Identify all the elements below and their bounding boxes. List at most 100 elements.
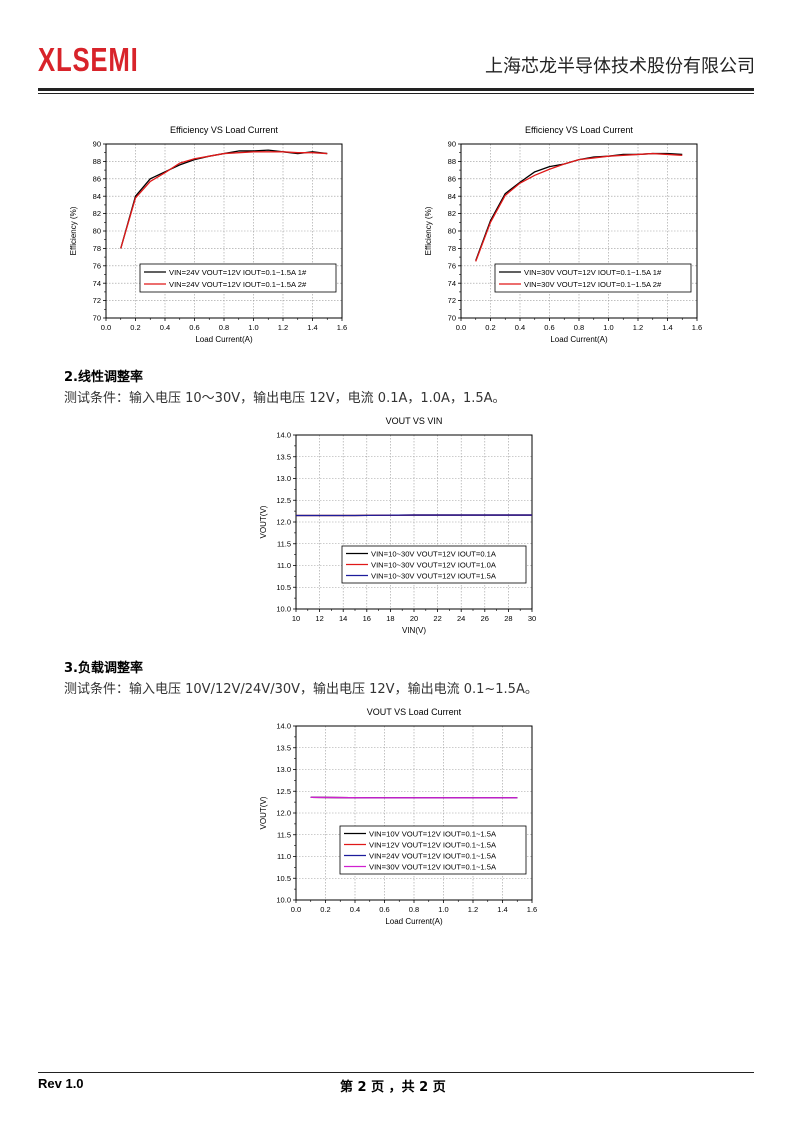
plot-frame [460,143,698,319]
x-tick-label: 0.4 [160,323,170,332]
legend-entry: VIN=30V VOUT=12V IOUT=0.1~1.5A 1# [524,268,662,277]
legend-box [139,263,337,293]
x-tick-label: 16 [363,614,371,623]
y-tick-label: 12.5 [276,787,291,796]
y-tick-label: 14.0 [276,431,291,440]
y-tick-label: 11.5 [277,539,291,548]
legend-entry: VIN=10V VOUT=12V IOUT=0.1~1.5A [369,829,497,838]
plot-frame [295,434,533,610]
x-tick-label: 28 [504,614,512,623]
y-tick-label: 12.5 [276,496,291,505]
y-tick-label: 70 [448,314,456,323]
y-tick-label: 88 [448,157,456,166]
x-tick-label: 14 [339,614,347,623]
x-tick-label: 1.2 [468,905,478,914]
y-tick-label: 76 [448,261,456,270]
legend-box [494,263,692,293]
legend-entry: VIN=30V VOUT=12V IOUT=0.1~1.5A 2# [524,280,662,289]
x-axis-label: VIN(V) [402,626,426,635]
legend-entry: VIN=30V VOUT=12V IOUT=0.1~1.5A [369,862,497,871]
plot-frame [295,725,533,901]
y-tick-label: 12.0 [276,518,291,527]
y-tick-label: 80 [448,227,456,236]
y-tick-label: 13.5 [276,452,291,461]
y-tick-label: 11.0 [277,561,291,570]
x-tick-label: 0.4 [350,905,360,914]
x-axis-label: Load Current(A) [195,335,253,344]
y-tick-label: 88 [93,157,101,166]
legend-entry: VIN=12V VOUT=12V IOUT=0.1~1.5A [369,840,497,849]
legend-entry: VIN=10~30V VOUT=12V IOUT=0.1A [371,549,497,558]
vout-vs-load-chart: VOUT VS Load Current 0.0 0.2 0.4 0.6 0.8 1.0 1.… [259,707,537,926]
legend-entry: VIN=24V VOUT=12V IOUT=0.1~1.5A [369,851,497,860]
chart-title: VOUT VS VIN [386,416,443,426]
company-logo: XLSEMI [38,41,139,78]
y-tick-label: 86 [448,174,456,183]
x-tick-label: 0.0 [291,905,301,914]
y-tick-label: 78 [93,244,101,253]
chart-title: VOUT VS Load Current [367,707,462,717]
x-tick-label: 0.4 [515,323,525,332]
x-tick-label: 0.2 [130,323,140,332]
y-tick-label: 14.0 [276,722,291,731]
x-axis-label: Load Current(A) [385,917,443,926]
y-tick-label: 13.0 [276,474,291,483]
header-divider-thin [38,93,754,94]
y-axis-label: Efficiency (%) [424,206,433,255]
efficiency-chart-24v: Efficiency VS Load Current 0.0 0.2 0.4 0.6 0.… [69,125,347,344]
chart-title: Efficiency VS Load Current [170,125,278,135]
y-tick-label: 84 [93,192,101,201]
x-tick-label: 1.2 [633,323,643,332]
y-tick-label: 74 [93,279,101,288]
y-tick-label: 78 [448,244,456,253]
x-tick-label: 0.6 [379,905,389,914]
header-divider [38,88,754,91]
x-tick-label: 0.2 [320,905,330,914]
x-tick-label: 1.6 [527,905,537,914]
x-tick-label: 1.4 [662,323,672,332]
y-tick-label: 74 [448,279,456,288]
x-tick-label: 1.6 [692,323,702,332]
y-tick-label: 86 [93,174,101,183]
legend-entry: VIN=24V VOUT=12V IOUT=0.1~1.5A 1# [169,268,307,277]
legend-entry: VIN=24V VOUT=12V IOUT=0.1~1.5A 2# [169,280,307,289]
y-tick-label: 10.0 [276,896,291,905]
y-tick-label: 12.0 [276,809,291,818]
x-tick-label: 22 [433,614,441,623]
x-tick-label: 0.8 [219,323,229,332]
y-tick-label: 72 [448,296,456,305]
footer-divider [38,1072,754,1073]
x-tick-label: 30 [528,614,536,623]
section-heading-load-regulation: 3.负载调整率 [64,661,143,676]
legend-entry: VIN=10~30V VOUT=12V IOUT=1.5A [371,571,497,580]
x-tick-label: 20 [410,614,418,623]
x-tick-label: 18 [386,614,394,623]
series-line-2 [475,152,683,262]
x-tick-label: 1.0 [248,323,258,332]
legend-entry: VIN=10~30V VOUT=12V IOUT=1.0A [371,560,497,569]
x-tick-label: 0.2 [485,323,495,332]
x-tick-label: 0.0 [101,323,111,332]
y-axis-label: VOUT(V) [259,796,268,829]
y-tick-label: 11.5 [277,830,291,839]
x-tick-label: 24 [457,614,465,623]
section-heading-line-regulation: 2.线性调整率 [64,370,143,385]
y-tick-label: 10.0 [276,605,291,614]
x-tick-label: 0.6 [544,323,554,332]
plot-frame [105,143,343,319]
y-tick-label: 11.0 [277,852,291,861]
y-tick-label: 82 [93,209,101,218]
efficiency-chart-30v: Efficiency VS Load Current 0.0 0.2 0.4 0.6 0.… [424,125,702,344]
y-tick-label: 90 [93,140,101,149]
y-tick-label: 76 [93,261,101,270]
legend-box [339,825,527,875]
x-tick-label: 0.0 [456,323,466,332]
y-tick-label: 10.5 [276,583,291,592]
page-number: 第 2 页 ，共 2 页 [340,1080,446,1095]
vout-vs-vin-chart: VOUT VS VIN 10 12 14 16 18 20 22 24 26 28 30 10.0 10.… [259,416,536,635]
x-tick-label: 0.8 [409,905,419,914]
y-tick-label: 82 [448,209,456,218]
series-line-2 [120,151,328,249]
y-tick-label: 80 [93,227,101,236]
y-tick-label: 13.5 [276,743,291,752]
